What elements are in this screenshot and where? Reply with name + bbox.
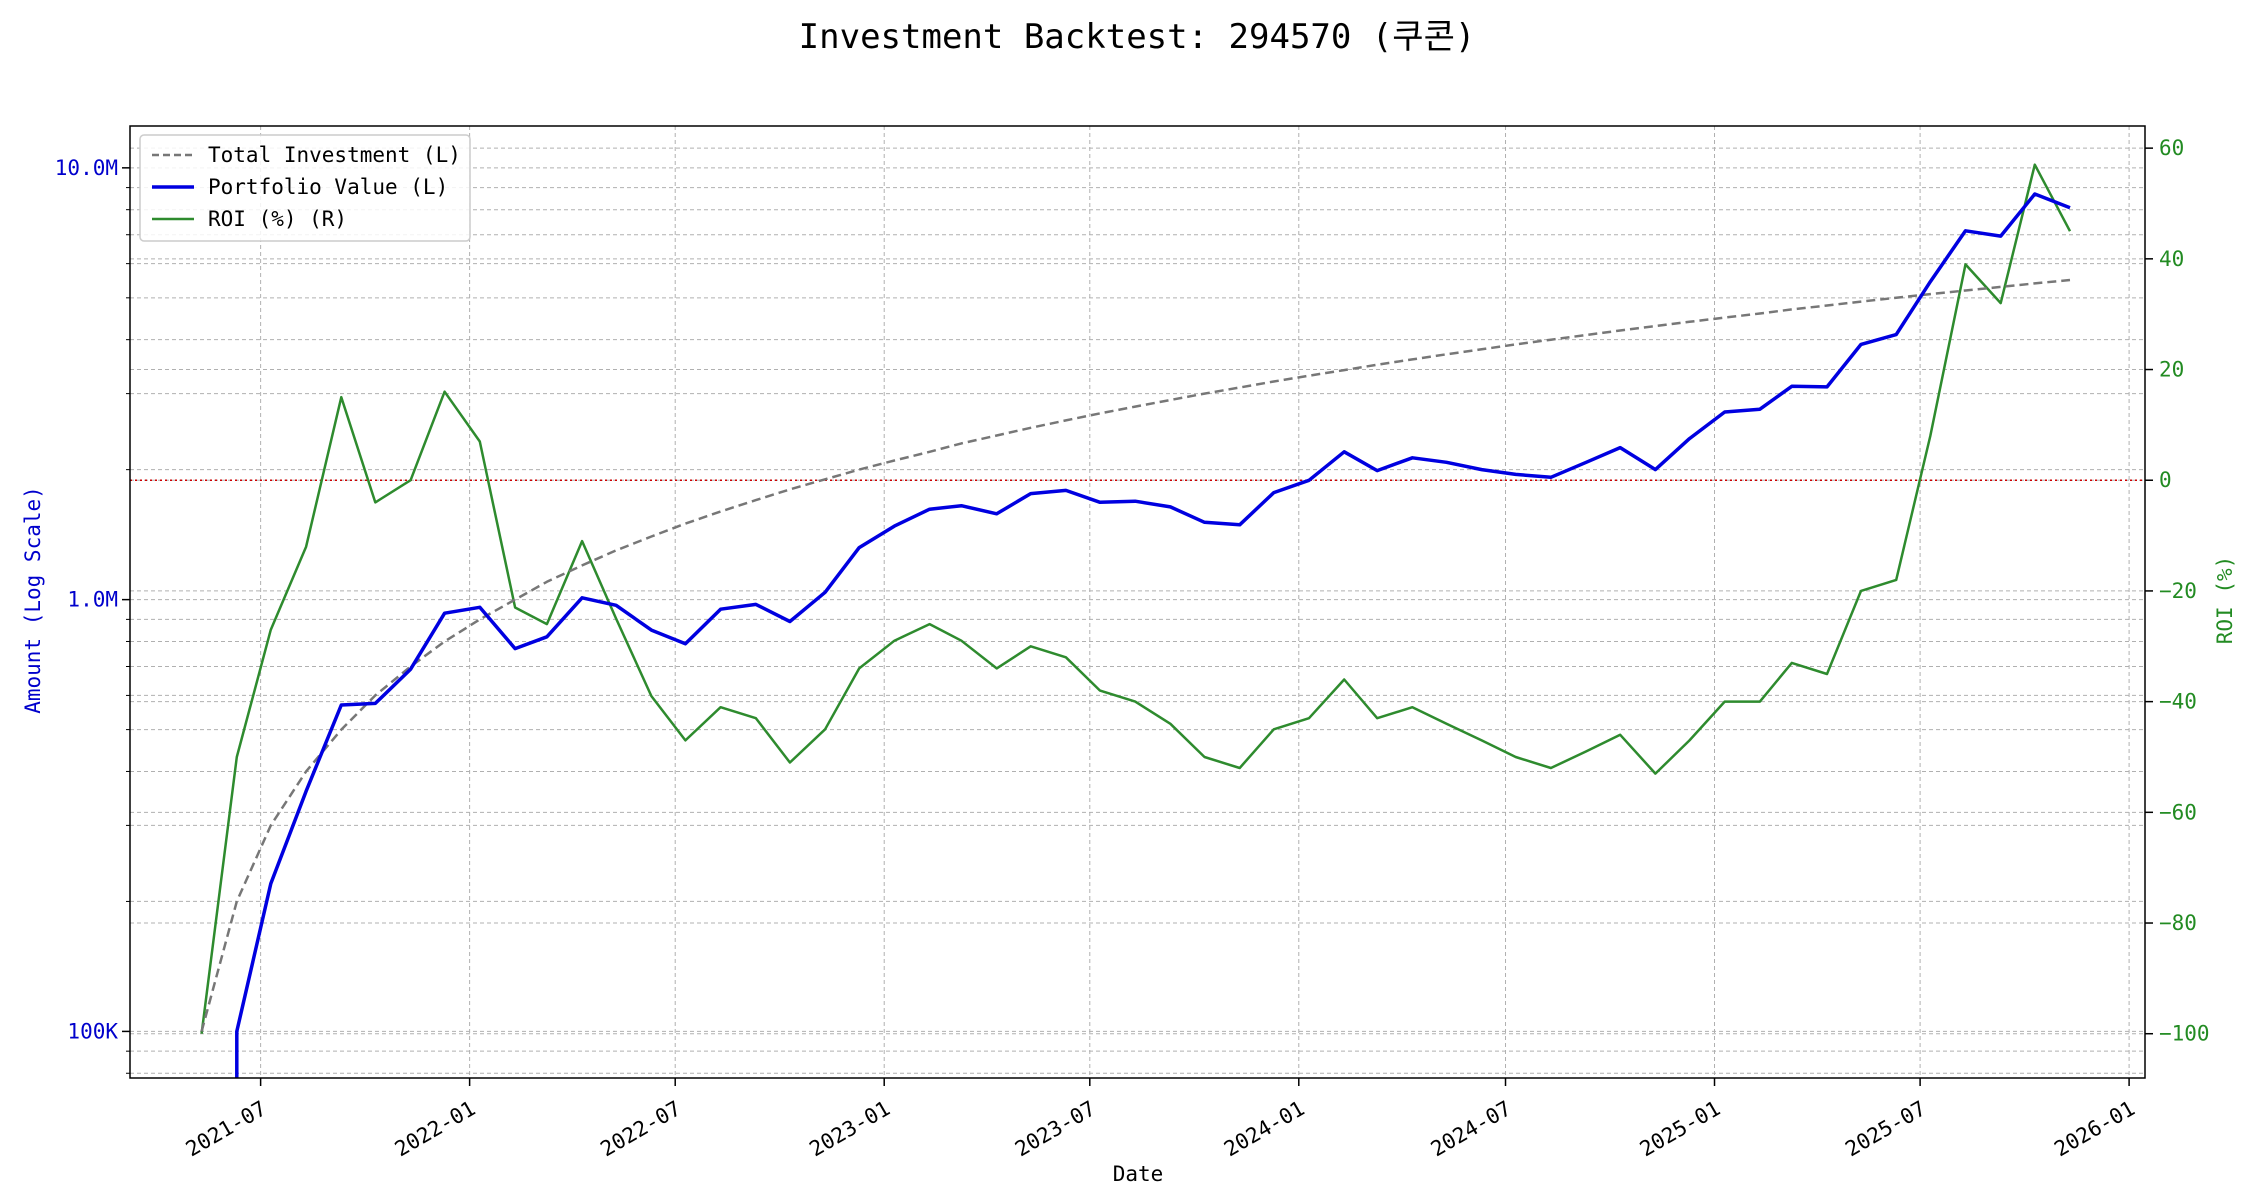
x-tick-label: 2021-07 xyxy=(182,1096,271,1161)
grid xyxy=(130,126,2145,1078)
legend-box xyxy=(139,134,471,242)
x-axis-label: Date xyxy=(1113,1162,1164,1186)
series-line-portfolio-value-l xyxy=(235,192,2071,1078)
plot-frame xyxy=(129,125,2146,1079)
y-right-tick-label: −100 xyxy=(2159,1022,2210,1046)
y-right-tick-label: −20 xyxy=(2159,579,2197,603)
x-tick-label: 2025-01 xyxy=(1636,1096,1725,1161)
x-tick-label: 2022-01 xyxy=(391,1096,480,1161)
x-tick-label: 2022-07 xyxy=(596,1096,685,1161)
legend-label-portfolio-value: Portfolio Value (L) xyxy=(208,175,448,199)
y-axis-label-right: ROI (%) xyxy=(2213,556,2237,645)
y-right-tick-label: −60 xyxy=(2159,800,2197,824)
y-left-tick-label: 1.0M xyxy=(67,588,118,612)
y-left-tick-label: 100K xyxy=(67,1019,118,1043)
series-line-roi-r xyxy=(200,163,2072,1034)
y-right-tick-label: 0 xyxy=(2159,468,2172,492)
y-right-tick-label: −80 xyxy=(2159,911,2197,935)
series-line-total-investment-l xyxy=(200,278,2071,1032)
x-tick-label: 2025-07 xyxy=(1841,1096,1930,1161)
y-right-tick-label: 20 xyxy=(2159,358,2184,382)
y-right-tick-label: 60 xyxy=(2159,136,2184,160)
legend-label-total-investment: Total Investment (L) xyxy=(208,143,461,167)
x-tick-label: 2024-07 xyxy=(1427,1096,1516,1161)
y-axis-label-left: Amount (Log Scale) xyxy=(21,486,45,714)
legend: Total Investment (L) Portfolio Value (L)… xyxy=(139,134,471,242)
x-tick-label: 2024-01 xyxy=(1220,1096,1309,1161)
series-group xyxy=(200,163,2072,1078)
chart-title: Investment Backtest: 294570 (쿠콘) xyxy=(799,17,1476,57)
legend-label-roi: ROI (%) (R) xyxy=(208,207,347,231)
y-right-tick-label: 40 xyxy=(2159,247,2184,271)
x-tick-label: 2023-01 xyxy=(805,1096,894,1161)
x-tick-label: 2023-07 xyxy=(1011,1096,1100,1161)
axes: 2021-07 2022-01 2022-07 2023-01 2023-07 2024-… xyxy=(55,136,2210,1161)
y-left-tick-label: 10.0M xyxy=(55,156,118,180)
x-tick-label: 2026-01 xyxy=(2050,1096,2139,1161)
y-right-tick-label: −40 xyxy=(2159,690,2197,714)
